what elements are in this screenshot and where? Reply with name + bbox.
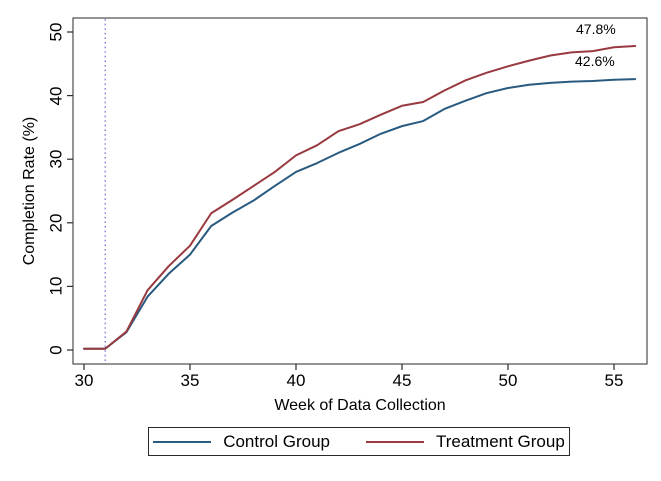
x-tick-label: 55	[604, 371, 624, 390]
treatment-line-sample	[365, 440, 424, 443]
x-tick-label: 35	[180, 371, 200, 390]
legend-item-control: Control Group	[153, 432, 330, 451]
y-tick-label: 30	[46, 149, 66, 169]
x-tick-label: 45	[392, 371, 412, 390]
legend-item-treatment: Treatment Group	[365, 432, 565, 451]
annotation-control-final: 42.6%	[575, 53, 615, 69]
x-axis-title: Week of Data Collection	[274, 397, 446, 414]
series-line-control-group	[83, 78, 637, 350]
legend: Control Group Treatment Group	[148, 427, 570, 456]
y-tick-label: 20	[46, 213, 66, 233]
series-line-treatment-group	[83, 44, 637, 350]
plot-border	[72, 17, 648, 365]
x-tick-label: 50	[498, 371, 518, 390]
y-tick-label: 50	[46, 22, 66, 42]
x-tick-label: 40	[286, 371, 306, 390]
y-tick-label: 0	[46, 345, 66, 355]
y-tick-label: 10	[46, 276, 66, 296]
legend-label-treatment: Treatment Group	[435, 432, 565, 451]
annotation-treatment-final: 47.8%	[576, 21, 616, 37]
x-tick-label: 30	[74, 371, 94, 390]
y-tick-label: 40	[46, 86, 66, 106]
legend-label-control: Control Group	[223, 432, 330, 451]
control-line-sample	[153, 440, 212, 443]
y-axis-title: Completion Rate (%)	[21, 116, 38, 266]
